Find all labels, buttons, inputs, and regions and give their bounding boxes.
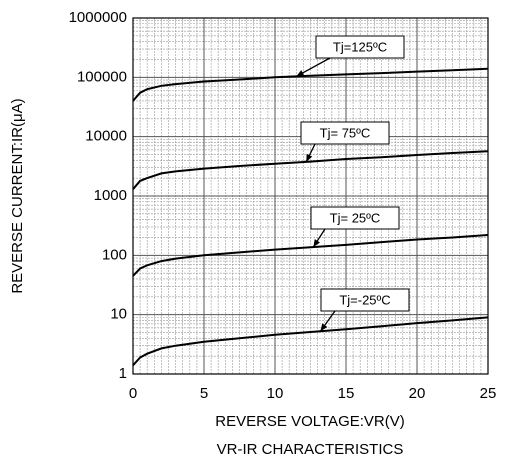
x-tick-label: 20 [409,385,426,402]
series-line [132,150,489,190]
x-tick-label: 5 [200,385,208,402]
plot-frame [132,17,489,375]
label-box [320,288,410,312]
chart-title: VR-IR CHARACTERISTICS [217,441,404,458]
series-line [132,234,489,277]
series-line [132,316,489,366]
y-axis-label: REVERSE CURRENT:IR(μA) [9,98,26,293]
series-line [132,67,489,102]
x-tick-label: 10 [267,385,284,402]
arrow-head [296,70,305,77]
series-label: Tj=125ºC [333,39,387,54]
x-axis-label: REVERSE VOLTAGE:VR(V) [215,413,405,430]
y-tick-label: 100000 [77,68,127,85]
arrow-head [306,153,313,162]
label-box [300,121,390,145]
label-box [315,35,405,59]
series-label: Tj= 75ºC [320,125,371,140]
arrow-head [313,239,320,248]
x-tick-label: 25 [480,385,497,402]
series-label: Tj=-25ºC [339,292,390,307]
x-tick-label: 0 [129,385,137,402]
y-tick-label: 1 [119,365,127,382]
x-tick-label: 15 [338,385,355,402]
arrow-head [320,323,328,332]
y-tick-label: 1000 [94,187,127,204]
y-tick-label: 10000 [85,128,127,145]
y-tick-label: 100 [102,246,127,263]
y-tick-label: 10 [110,306,127,323]
y-tick-label: 1000000 [69,9,127,26]
label-box [310,206,400,230]
series-label: Tj= 25ºC [330,210,381,225]
